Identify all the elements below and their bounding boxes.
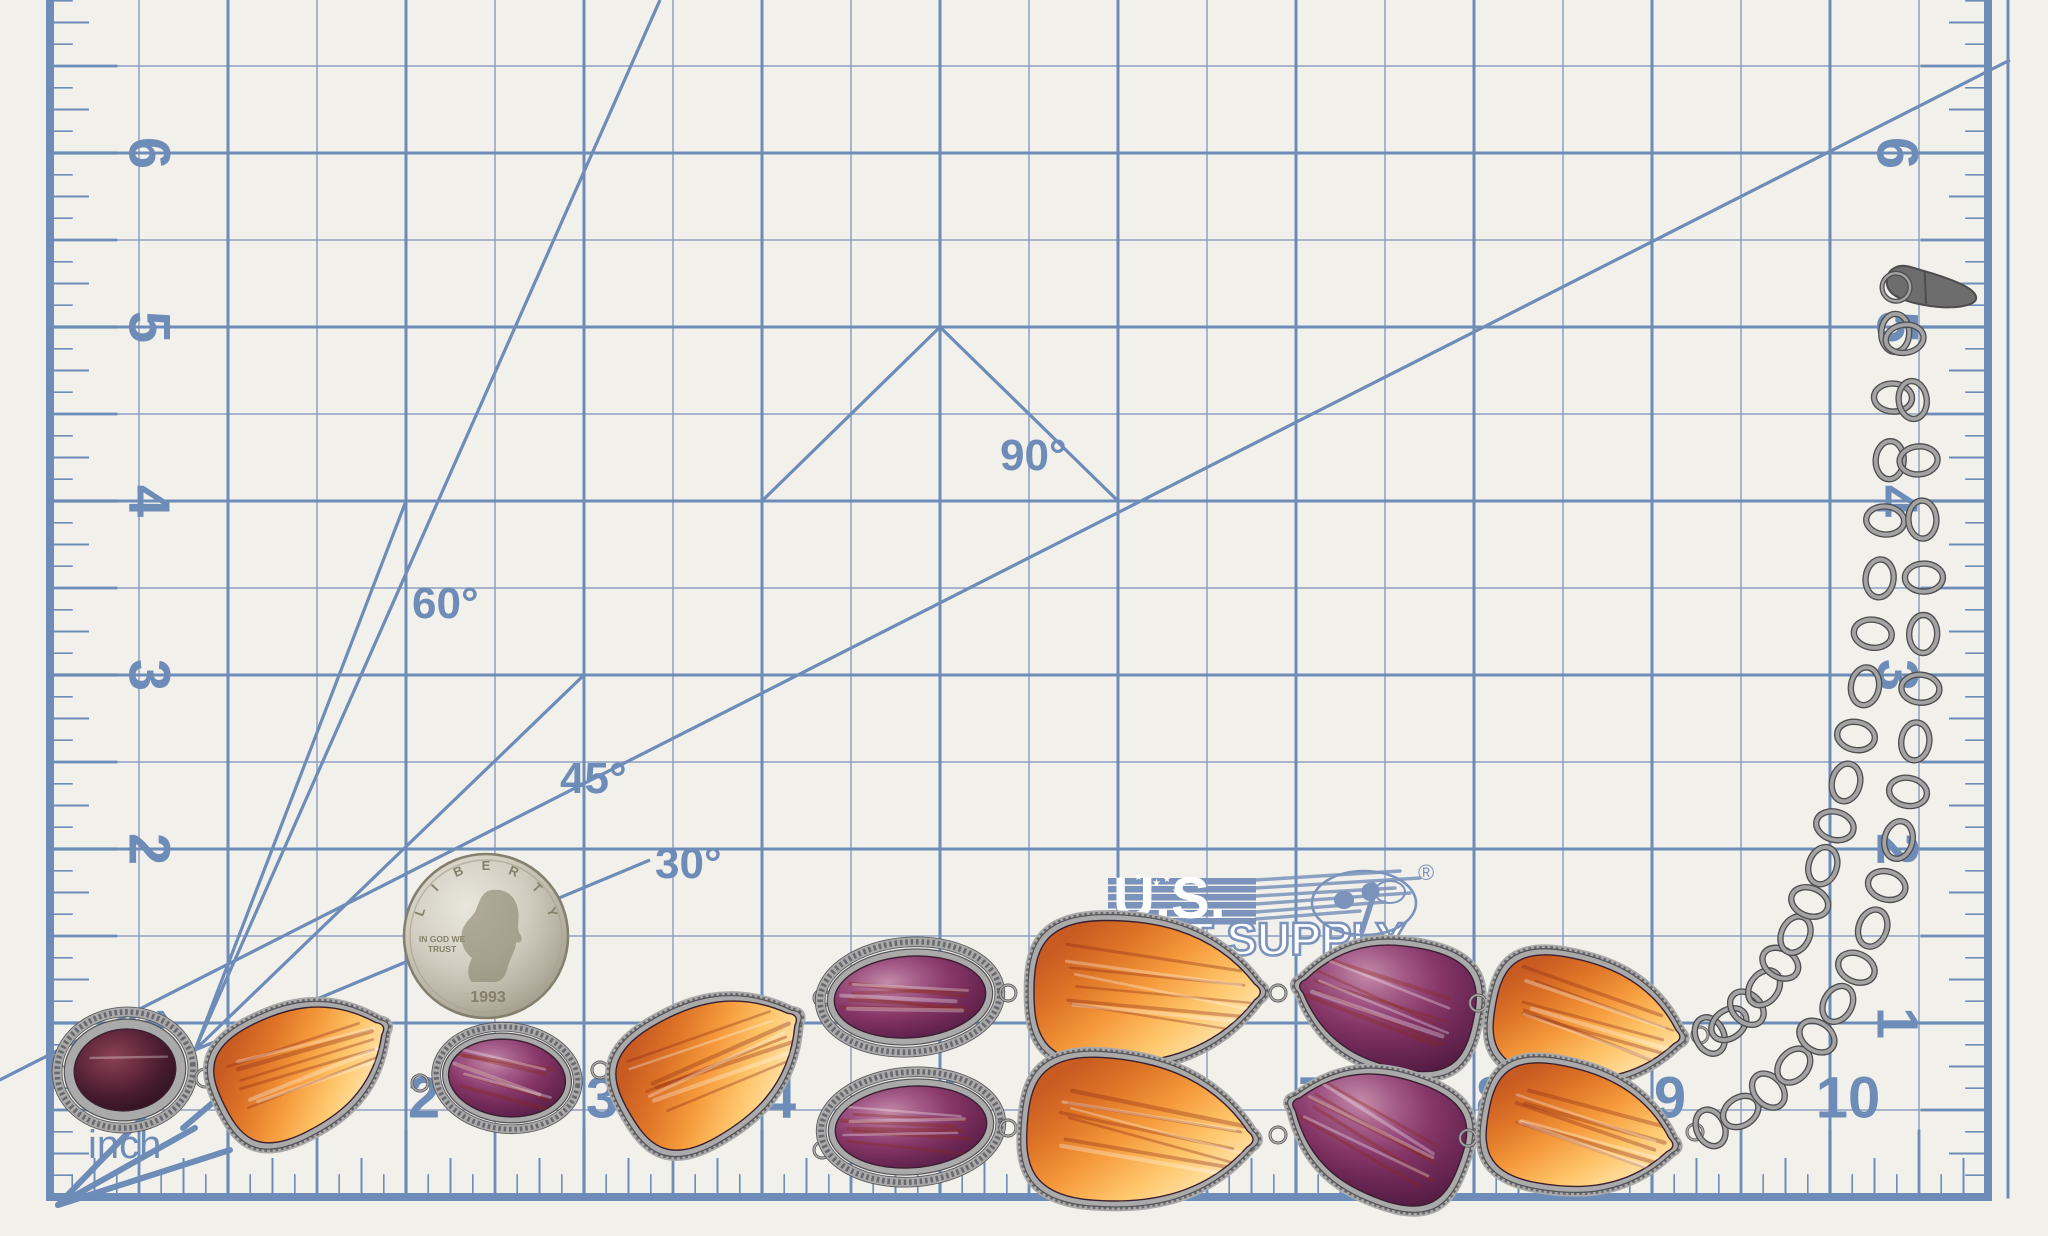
svg-text:2: 2 [117,833,182,865]
svg-text:1993: 1993 [470,989,506,1006]
svg-text:1: 1 [1865,1007,1930,1039]
svg-text:10: 10 [1816,1065,1881,1130]
svg-text:6: 6 [1865,137,1930,169]
svg-text:60°: 60° [412,579,479,628]
svg-text:30°: 30° [655,839,722,888]
svg-text:TRUST: TRUST [428,944,457,954]
svg-text:4: 4 [117,485,182,517]
svg-text:6: 6 [117,137,182,169]
svg-text:90°: 90° [1000,431,1067,480]
svg-text:®: ® [1418,860,1434,885]
svg-text:IN GOD WE: IN GOD WE [419,934,466,944]
svg-text:3: 3 [117,659,182,691]
svg-text:E: E [482,858,491,873]
svg-text:5: 5 [117,311,182,343]
